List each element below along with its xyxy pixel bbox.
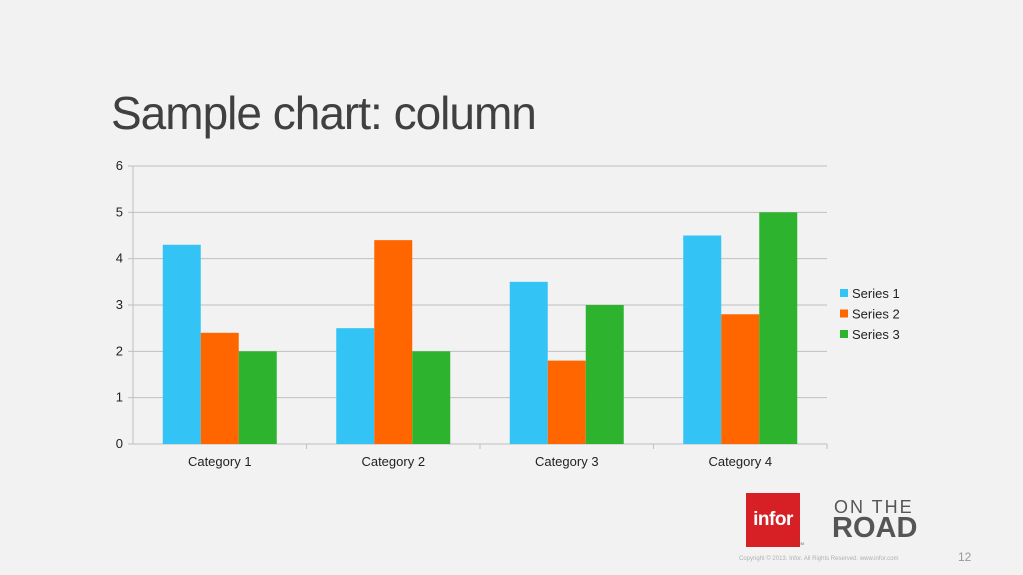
bar-series1-category2 xyxy=(336,328,375,444)
y-tick-label: 3 xyxy=(116,297,123,312)
x-tick-label: Category 1 xyxy=(188,454,252,469)
bar-series1-category1 xyxy=(162,244,201,444)
y-tick-label: 0 xyxy=(116,436,123,451)
trademark-mark: TM xyxy=(798,541,804,546)
y-axis-ticks: 0 1 2 3 4 5 6 xyxy=(116,158,123,451)
tagline-line1: ON THE xyxy=(834,497,914,517)
y-tick-label: 1 xyxy=(116,390,123,405)
legend: Series 1 Series 2 Series 3 xyxy=(840,286,900,342)
legend-swatch-series2 xyxy=(840,309,848,318)
legend-swatch-series3 xyxy=(840,330,848,338)
legend-label-series3: Series 3 xyxy=(852,327,900,342)
bar-series1-category3 xyxy=(509,281,548,444)
bar-series2-category2 xyxy=(374,240,413,444)
x-tick-label: Category 3 xyxy=(535,454,599,469)
x-tick-label: Category 2 xyxy=(361,454,425,469)
logo-text: infor xyxy=(753,509,793,530)
bar-series3-category4 xyxy=(759,212,798,444)
bar-series3-category2 xyxy=(412,351,451,444)
bar-series2-category4 xyxy=(721,314,760,444)
tagline-line2: ROAD xyxy=(832,512,918,544)
copyright-text: Copyright © 2013. Infor. All Rights Rese… xyxy=(739,556,899,562)
infor-logo: infor xyxy=(746,493,800,547)
bar-series2-category1 xyxy=(200,332,239,444)
x-axis-ticks: Category 1 Category 2 Category 3 Category 4 xyxy=(188,454,772,469)
legend-label-series2: Series 2 xyxy=(852,307,900,322)
y-tick-label: 5 xyxy=(116,204,123,219)
bar-series2-category3 xyxy=(547,360,586,444)
bar-series3-category1 xyxy=(238,351,277,444)
legend-label-series1: Series 1 xyxy=(852,286,900,301)
y-tick-label: 4 xyxy=(116,251,123,266)
x-tick-label: Category 4 xyxy=(708,454,772,469)
bar-series3-category3 xyxy=(585,305,624,444)
legend-swatch-series1 xyxy=(840,289,848,297)
y-tick-label: 6 xyxy=(116,158,123,173)
bar-series1-category4 xyxy=(683,235,722,444)
bars xyxy=(162,212,798,444)
slide-title: Sample chart: column xyxy=(111,87,537,139)
y-tick-label: 2 xyxy=(116,343,123,358)
page-number: 12 xyxy=(958,550,972,564)
